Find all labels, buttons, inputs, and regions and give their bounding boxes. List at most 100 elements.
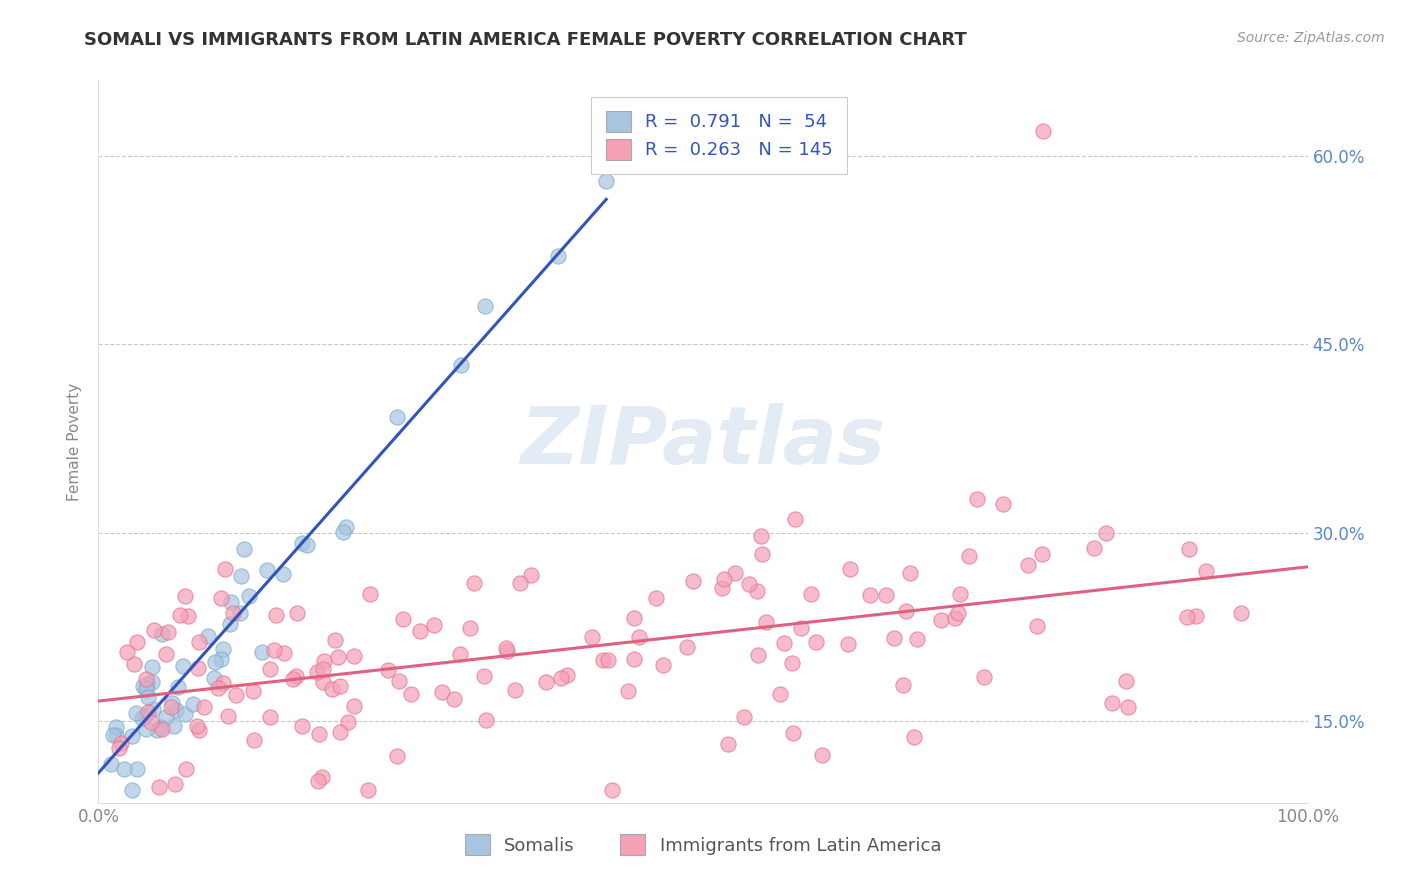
- Point: [311, 770, 333, 784]
- Point: [173, 590, 195, 604]
- Point: [142, 702, 165, 716]
- Point: [250, 645, 273, 659]
- Point: [135, 682, 157, 697]
- Point: [163, 777, 186, 791]
- Point: [141, 674, 163, 689]
- Point: [138, 705, 160, 719]
- Text: Source: ZipAtlas.com: Source: ZipAtlas.com: [1237, 31, 1385, 45]
- Point: [894, 604, 917, 618]
- Point: [747, 648, 769, 662]
- Point: [163, 719, 186, 733]
- Point: [211, 675, 233, 690]
- Point: [321, 681, 343, 696]
- Point: [155, 709, 177, 723]
- Point: [623, 652, 645, 666]
- Point: [713, 572, 735, 586]
- Point: [450, 358, 472, 372]
- Point: [875, 588, 897, 602]
- Point: [472, 669, 495, 683]
- Point: [337, 715, 360, 730]
- Point: [139, 714, 162, 729]
- Point: [458, 621, 481, 635]
- Point: [131, 711, 153, 725]
- Point: [150, 723, 173, 737]
- Point: [326, 650, 349, 665]
- Point: [115, 645, 138, 659]
- Point: [993, 497, 1015, 511]
- Point: [623, 611, 645, 625]
- Point: [751, 548, 773, 562]
- Point: [682, 574, 704, 588]
- Point: [155, 647, 177, 661]
- Point: [308, 727, 330, 741]
- Point: [177, 608, 200, 623]
- Point: [307, 774, 329, 789]
- Point: [717, 737, 740, 751]
- Point: [312, 663, 335, 677]
- Point: [187, 661, 209, 675]
- Point: [121, 783, 143, 797]
- Point: [233, 542, 256, 557]
- Point: [755, 615, 778, 629]
- Point: [782, 726, 804, 740]
- Point: [343, 699, 366, 714]
- Point: [273, 646, 295, 660]
- Point: [392, 612, 415, 626]
- Point: [132, 679, 155, 693]
- Point: [738, 577, 761, 591]
- Point: [148, 780, 170, 794]
- Point: [204, 655, 226, 669]
- Point: [329, 679, 352, 693]
- Point: [785, 512, 807, 526]
- Point: [101, 728, 124, 742]
- Point: [105, 720, 128, 734]
- Point: [112, 762, 135, 776]
- Point: [733, 710, 755, 724]
- Point: [905, 632, 928, 647]
- Point: [332, 524, 354, 539]
- Point: [519, 568, 541, 582]
- Point: [121, 729, 143, 743]
- Point: [789, 621, 811, 635]
- Point: [243, 733, 266, 747]
- Point: [146, 723, 169, 737]
- Y-axis label: Female Poverty: Female Poverty: [67, 383, 83, 500]
- Point: [943, 611, 966, 625]
- Point: [749, 529, 772, 543]
- Point: [273, 567, 295, 582]
- Point: [1185, 608, 1208, 623]
- Point: [1017, 558, 1039, 573]
- Point: [547, 249, 569, 263]
- Point: [550, 671, 572, 685]
- Point: [165, 703, 187, 717]
- Point: [264, 607, 287, 622]
- Point: [534, 674, 557, 689]
- Point: [242, 684, 264, 698]
- Point: [297, 538, 319, 552]
- Point: [509, 576, 531, 591]
- Point: [225, 689, 247, 703]
- Point: [800, 587, 823, 601]
- Legend: Somalis, Immigrants from Latin America: Somalis, Immigrants from Latin America: [457, 827, 949, 863]
- Point: [202, 671, 225, 685]
- Point: [323, 632, 346, 647]
- Point: [312, 654, 335, 668]
- Point: [676, 640, 699, 655]
- Point: [652, 658, 675, 673]
- Point: [948, 607, 970, 621]
- Point: [187, 635, 209, 649]
- Point: [1175, 609, 1198, 624]
- Point: [430, 684, 453, 698]
- Point: [600, 783, 623, 797]
- Point: [285, 606, 308, 620]
- Point: [628, 631, 651, 645]
- Point: [188, 723, 211, 737]
- Point: [157, 624, 180, 639]
- Point: [929, 613, 952, 627]
- Point: [837, 638, 859, 652]
- Point: [711, 581, 734, 595]
- Point: [359, 587, 381, 601]
- Point: [1025, 619, 1047, 633]
- Point: [595, 174, 617, 188]
- Point: [141, 659, 163, 673]
